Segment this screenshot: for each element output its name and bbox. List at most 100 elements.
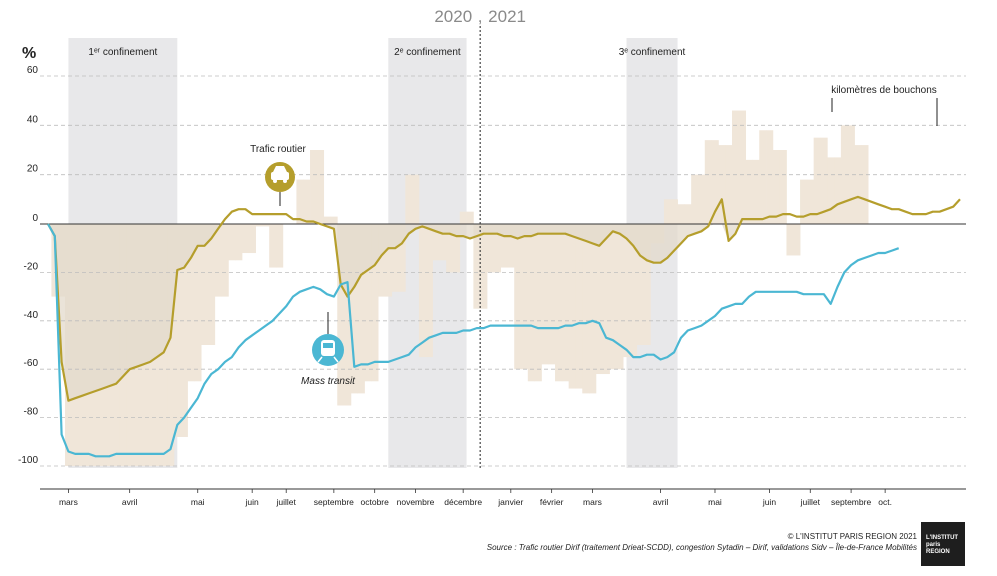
congestion-bar [473, 224, 481, 309]
congestion-bar [398, 224, 406, 292]
congestion-bar [663, 199, 672, 224]
y-tick-label: -100 [18, 455, 38, 466]
congestion-bar [514, 224, 522, 370]
congestion-bar [677, 204, 685, 224]
congestion-bar [806, 179, 815, 224]
congestion-bar [486, 224, 495, 273]
congestion-bar [602, 224, 610, 375]
confinement-label-3: 3ᵉ confinement [619, 47, 686, 58]
y-tick-label: -40 [24, 310, 39, 321]
congestion-bar [187, 224, 195, 382]
congestion-bar [759, 130, 767, 224]
congestion-bar [493, 224, 501, 273]
congestion-bar [201, 224, 209, 345]
congestion-bar [378, 224, 386, 297]
congestion-bar [173, 224, 182, 437]
congestion-bar [521, 224, 529, 370]
congestion-bar [561, 224, 570, 382]
mass-transit-line [47, 223, 900, 458]
congestion-bar [527, 224, 536, 382]
congestion-bar [316, 150, 325, 224]
congestion-bar [555, 224, 563, 382]
congestion-bar [418, 224, 427, 358]
congestion-bar [310, 150, 318, 224]
year-label-2020: 2020 [434, 7, 472, 26]
x-tick-label: juillet [800, 497, 821, 507]
congestion-bar [684, 204, 692, 224]
congestion-bar [384, 224, 393, 297]
congestion-bar [452, 224, 461, 273]
x-tick-label: juillet [276, 497, 297, 507]
labels: 1ᵉʳ confinement 2ᵉ confinement 3ᵉ confinem… [18, 7, 937, 507]
y-tick-label: 20 [27, 164, 39, 175]
congestion-bar [629, 224, 638, 358]
congestion-bar [697, 174, 706, 224]
congestion-bar [732, 110, 740, 224]
road-traffic-fill [48, 224, 960, 401]
congestion-bar [391, 224, 399, 292]
x-tick-label: décembre [444, 497, 482, 507]
car-icon [265, 162, 295, 192]
congestion-bar [670, 199, 678, 224]
congestion-bar [371, 224, 379, 382]
road-traffic-area [48, 224, 960, 401]
x-tick-label: juin [762, 497, 777, 507]
congestion-bar [786, 224, 794, 256]
congestion-bar [854, 145, 862, 224]
congestion-bar [262, 224, 270, 227]
x-tick-label: mars [59, 497, 78, 507]
x-tick-label: janvier [497, 497, 523, 507]
congestion-bar [534, 224, 542, 382]
congestion-bar [623, 224, 631, 358]
congestion-bar [350, 224, 359, 394]
x-tick-label: septembre [831, 497, 871, 507]
congestion-bar [738, 110, 747, 224]
congestion-bar [446, 224, 454, 273]
congestion-bar [541, 224, 549, 365]
logo-line2: paris [926, 542, 941, 548]
icons [265, 98, 938, 366]
congestion-bar [636, 224, 644, 345]
congestion-bar [827, 157, 835, 224]
congestion-bar [330, 216, 338, 224]
congestion-bar [691, 174, 699, 224]
congestion-bar [643, 224, 651, 345]
congestion-bar [766, 130, 774, 224]
congestion-bar [575, 224, 583, 389]
train-icon [312, 334, 344, 366]
x-tick-label: avril [122, 497, 138, 507]
y-tick-label: -60 [24, 358, 39, 369]
congestion-bar [718, 145, 726, 224]
congestion-bar [412, 174, 420, 224]
x-tick-label: octobre [361, 497, 390, 507]
congestion-bar [820, 137, 828, 224]
congestion-bar [228, 224, 236, 261]
congestion-bar [194, 224, 202, 382]
congestion-bar [439, 224, 447, 261]
congestion-bar [255, 224, 263, 227]
congestion-bar [800, 179, 808, 224]
congestion-bar [276, 224, 284, 268]
congestion-bar [364, 224, 372, 382]
congestion-bar [616, 224, 624, 370]
congestion-bar [214, 224, 222, 297]
series-lines [47, 26, 961, 470]
congestion-bar [296, 179, 304, 224]
x-tick-label: oct. [878, 497, 892, 507]
congestion-bar [303, 179, 311, 224]
congestion-bar [589, 224, 597, 394]
y-tick-label: 60 [27, 65, 39, 76]
congestion-bar [432, 224, 440, 261]
footer: © L'INSTITUT PARIS REGION 2021 Source : … [487, 531, 917, 553]
x-tick-label: septembre [314, 497, 354, 507]
logo-line3: REGION [926, 549, 950, 555]
congestion-bar [480, 224, 488, 309]
congestion-bar [466, 211, 474, 224]
y-tick-label: 0 [32, 213, 38, 224]
congestion-bar [248, 224, 256, 254]
mass-transit-label: Mass transit [301, 376, 356, 387]
congestion-bar [861, 145, 869, 224]
congestion-bar [582, 224, 590, 394]
congestion-bar [207, 224, 216, 345]
road-traffic-line [47, 195, 961, 402]
